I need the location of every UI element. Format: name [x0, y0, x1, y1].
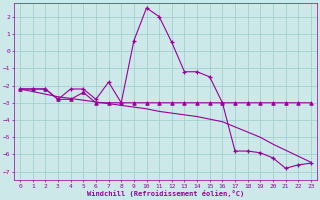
X-axis label: Windchill (Refroidissement éolien,°C): Windchill (Refroidissement éolien,°C): [87, 190, 244, 197]
